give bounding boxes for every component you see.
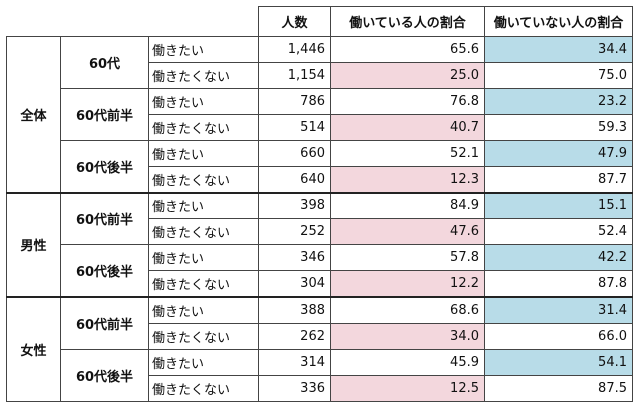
count-cell: 304 [258,270,331,298]
not-working-pct-cell: 34.4 [484,36,633,63]
count-cell: 398 [258,191,331,220]
working-pct-cell: 12.2 [330,270,485,298]
count-cell: 1,446 [258,36,331,63]
count-cell: 660 [258,139,331,167]
row-label: 働きたくない [148,61,259,89]
count-cell: 388 [258,296,331,325]
row-label: 働きたくない [148,218,259,246]
row-label: 働きたい [148,87,259,115]
count-cell: 1,154 [258,61,331,89]
not-working-pct-cell: 66.0 [484,323,633,350]
header-working: 働いている人の割合 [330,5,485,38]
count-cell: 640 [258,165,331,194]
not-working-pct-cell: 87.7 [484,165,633,194]
table-row: 男性 60代前半 働きたい 398 84.9 15.1 [6,191,633,298]
table-row: 働きたくない 640 12.3 87.7 [7,165,633,194]
count-cell: 514 [258,113,331,141]
row-label: 働きたい [148,139,259,167]
subgroup-label: 60代後半 [60,349,149,402]
not-working-pct-cell: 15.1 [484,191,633,220]
header-row: 人数 働いている人の割合 働いていない人の割合 [7,5,633,38]
working-pct-cell: 45.9 [330,349,485,376]
not-working-pct-cell: 75.0 [484,61,633,89]
group-label: 全体 [6,36,61,194]
row-label: 働きたくない [148,323,259,350]
count-cell: 346 [258,244,331,272]
table-row: 働きたくない 1,154 25.0 75.0 [7,61,633,89]
count-cell: 786 [258,87,331,115]
row-label: 働きたい [148,296,259,325]
count-cell: 336 [258,374,331,403]
subgroup-label: 60代後半 [60,139,149,194]
count-cell: 314 [258,349,331,376]
not-working-pct-cell: 47.9 [484,139,633,167]
group-label: 男性 [6,191,61,298]
not-working-pct-cell: 23.2 [484,87,633,115]
table-row: 働きたくない 514 40.7 59.3 [7,113,633,141]
row-label: 働きたい [148,244,259,272]
subgroup-label: 60代前半 [60,296,149,351]
working-pct-cell: 34.0 [330,323,485,350]
working-pct-cell: 25.0 [330,61,485,89]
working-pct-cell: 57.8 [330,244,485,272]
table-row: 働きたくない 336 12.5 87.5 [7,374,633,403]
row-label: 働きたい [148,349,259,376]
not-working-pct-cell: 87.5 [484,374,633,403]
not-working-pct-cell: 87.8 [484,270,633,298]
table-row: 働きたくない 252 47.6 52.4 [7,218,633,246]
working-pct-cell: 40.7 [330,113,485,141]
group-label: 女性 [6,296,61,403]
table-row: 全体 60代 働きたい 1,446 65.6 34.4 [6,36,633,194]
row-label: 働きたくない [148,113,259,141]
working-pct-cell: 84.9 [330,191,485,220]
data-table: 人数 働いている人の割合 働いていない人の割合 全体 60代 働きたい 1,446 65… [6,5,633,403]
count-cell: 262 [258,323,331,350]
working-pct-cell: 65.6 [330,36,485,63]
table-row: 働きたくない 304 12.2 87.8 [7,270,633,298]
not-working-pct-cell: 31.4 [484,296,633,325]
subgroup-label: 60代前半 [60,87,149,141]
count-cell: 252 [258,218,331,246]
working-pct-cell: 68.6 [330,296,485,325]
working-pct-cell: 52.1 [330,139,485,167]
not-working-pct-cell: 52.4 [484,218,633,246]
not-working-pct-cell: 42.2 [484,244,633,272]
table-row: 60代前半 働きたい 786 76.8 23.2 [7,87,633,141]
subgroup-label: 60代後半 [60,244,149,298]
header-blank-cell [149,7,259,37]
table-body: 人数 働いている人の割合 働いていない人の割合 全体 60代 働きたい 1,446 65… [6,5,633,403]
header-count: 人数 [258,5,331,38]
working-pct-cell: 12.5 [330,374,485,403]
row-label: 働きたくない [148,374,259,403]
working-pct-cell: 12.3 [330,165,485,194]
working-pct-cell: 76.8 [330,87,485,115]
header-blank-cell [61,7,149,37]
working-pct-cell: 47.6 [330,218,485,246]
header-not-working: 働いていない人の割合 [484,5,633,38]
not-working-pct-cell: 54.1 [484,349,633,376]
table-row: 60代後半 働きたい 314 45.9 54.1 [7,349,633,402]
row-label: 働きたい [148,36,259,63]
header-blank-cell [7,7,61,37]
table-row: 60代後半 働きたい 660 52.1 47.9 [7,139,633,194]
subgroup-label: 60代前半 [60,191,149,246]
row-label: 働きたい [148,191,259,220]
table-row: 働きたくない 262 34.0 66.0 [7,323,633,350]
table-row: 60代後半 働きたい 346 57.8 42.2 [7,244,633,298]
table-row: 女性 60代前半 働きたい 388 68.6 31.4 [6,296,633,403]
not-working-pct-cell: 59.3 [484,113,633,141]
row-label: 働きたくない [148,165,259,194]
subgroup-label: 60代 [60,36,149,89]
row-label: 働きたくない [148,270,259,298]
